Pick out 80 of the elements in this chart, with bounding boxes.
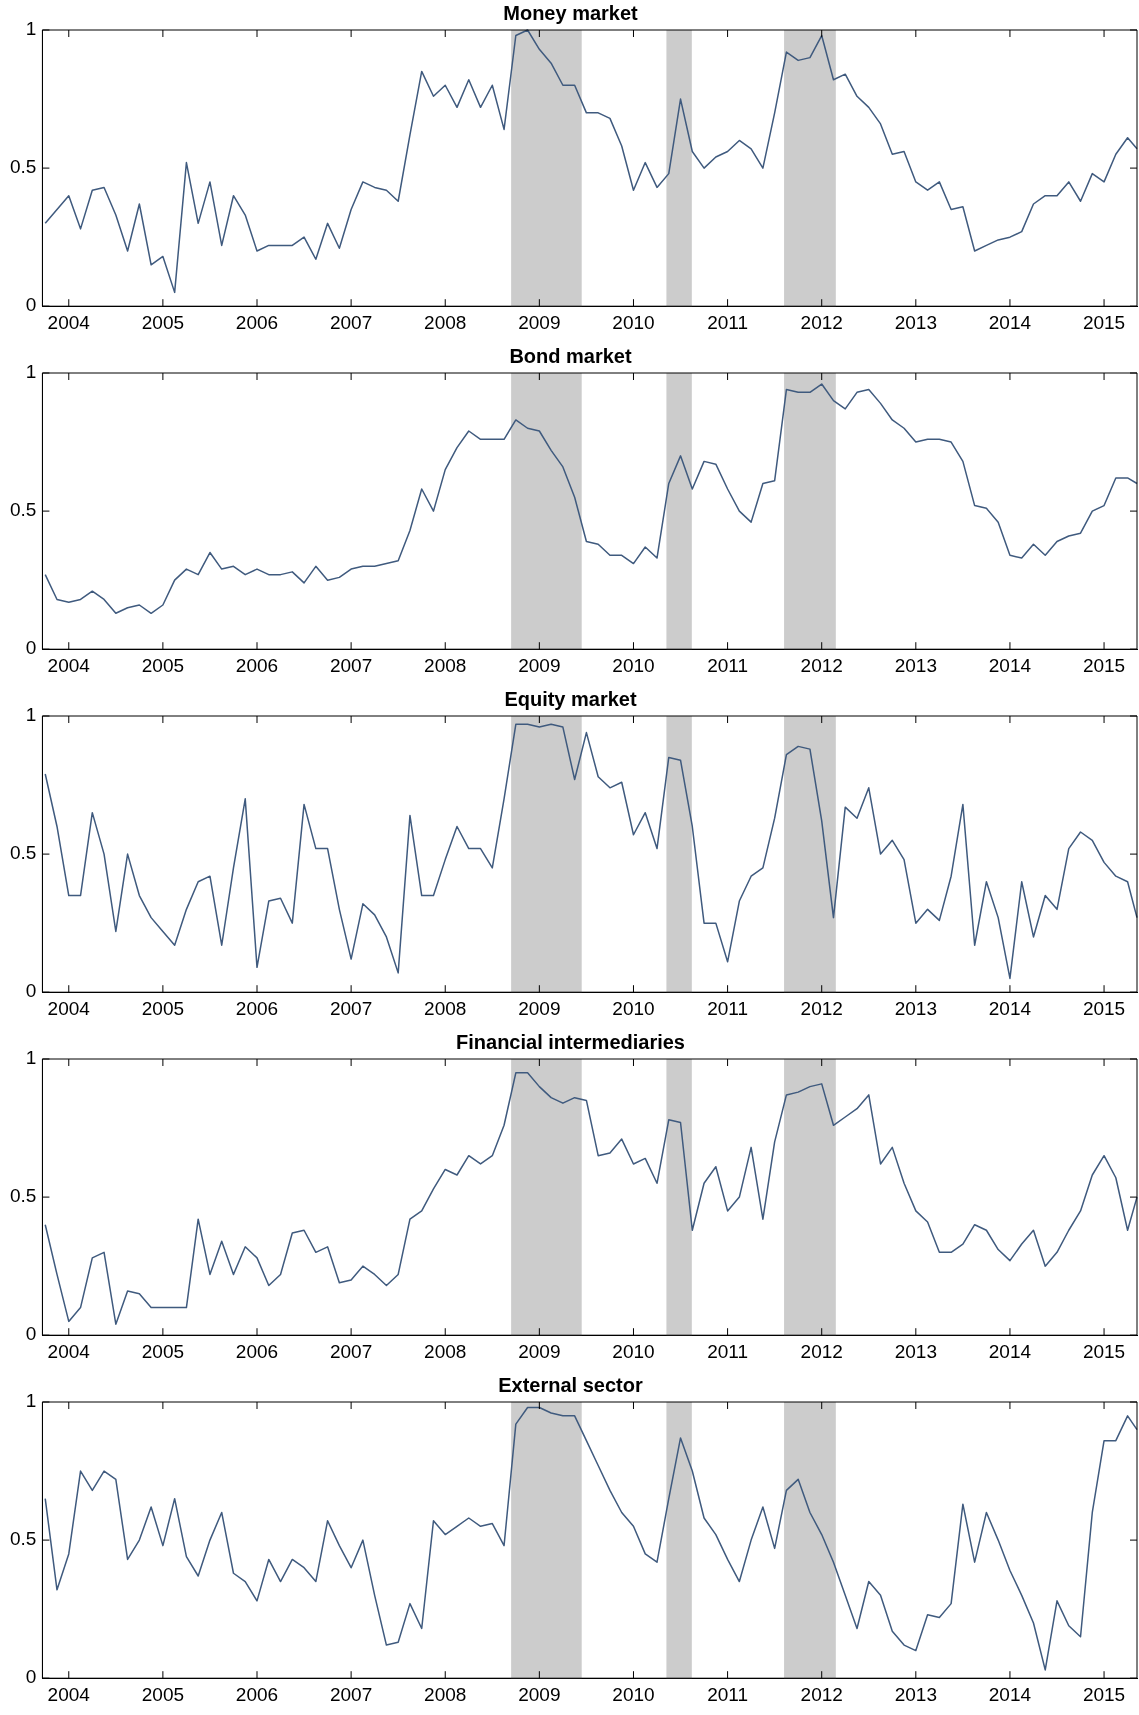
x-tick-label: 2012 (800, 1340, 843, 1362)
x-tick-label: 2006 (235, 997, 279, 1019)
x-tick-label: 2004 (47, 311, 91, 333)
chart-title: Financial intermediaries (456, 1030, 685, 1053)
x-tick-label: 2007 (329, 654, 373, 676)
x-tick-label: 2009 (518, 654, 561, 676)
y-tick-label: 1 (25, 704, 37, 726)
x-tick-label: 2015 (1082, 654, 1126, 676)
x-tick-label: 2007 (329, 311, 373, 333)
x-tick-label: 2014 (988, 654, 1032, 676)
x-tick-label: 2005 (141, 997, 185, 1019)
y-tick-label: 0 (25, 294, 37, 316)
x-tick-label: 2013 (894, 997, 937, 1019)
x-tick-label: 2009 (518, 997, 561, 1019)
x-tick-label: 2013 (894, 1683, 937, 1705)
x-tick-label: 2008 (424, 311, 467, 333)
y-tick-label: 1 (25, 18, 37, 40)
x-tick-label: 2011 (707, 997, 749, 1019)
x-tick-label: 2011 (707, 1340, 749, 1362)
x-tick-label: 2004 (47, 997, 91, 1019)
x-tick-label: 2009 (518, 1340, 561, 1362)
x-tick-label: 2012 (800, 1683, 843, 1705)
x-tick-label: 2014 (988, 1683, 1032, 1705)
x-tick-label: 2006 (235, 1340, 279, 1362)
x-tick-label: 2006 (235, 654, 279, 676)
x-tick-label: 2012 (800, 311, 843, 333)
chart-title: External sector (498, 1373, 643, 1396)
y-tick-label: 0 (25, 1666, 37, 1688)
y-tick-label: 0 (25, 637, 37, 659)
x-tick-label: 2010 (612, 654, 655, 676)
chart-title: Bond market (509, 344, 632, 367)
y-tick-label: 0.5 (9, 842, 37, 864)
x-tick-label: 2008 (424, 1340, 467, 1362)
x-tick-label: 2014 (988, 1340, 1032, 1362)
x-tick-label: 2013 (894, 1340, 937, 1362)
x-tick-label: 2007 (329, 1340, 373, 1362)
x-tick-label: 2007 (329, 997, 373, 1019)
x-tick-label: 2005 (141, 654, 185, 676)
x-tick-label: 2011 (707, 1683, 749, 1705)
y-tick-label: 0.5 (9, 1185, 37, 1207)
y-tick-label: 1 (25, 361, 37, 383)
x-tick-label: 2009 (518, 311, 561, 333)
chart-title: Money market (503, 1, 639, 24)
x-tick-label: 2010 (612, 1683, 655, 1705)
x-tick-label: 2011 (707, 654, 749, 676)
y-tick-label: 1 (25, 1047, 37, 1069)
x-tick-label: 2008 (424, 654, 467, 676)
x-tick-label: 2012 (800, 997, 843, 1019)
chart-title: Equity market (504, 687, 637, 710)
y-tick-label: 0 (25, 1323, 37, 1345)
y-tick-label: 0.5 (9, 156, 37, 178)
x-tick-label: 2006 (235, 1683, 279, 1705)
y-tick-label: 1 (25, 1390, 37, 1412)
x-tick-label: 2014 (988, 311, 1032, 333)
x-tick-label: 2010 (612, 311, 655, 333)
x-tick-label: 2015 (1082, 311, 1126, 333)
x-tick-label: 2006 (235, 311, 279, 333)
x-tick-label: 2005 (141, 1340, 185, 1362)
x-tick-label: 2004 (47, 1683, 91, 1705)
x-tick-label: 2007 (329, 1683, 373, 1705)
x-tick-label: 2015 (1082, 997, 1126, 1019)
x-tick-label: 2011 (707, 311, 749, 333)
x-tick-label: 2010 (612, 997, 655, 1019)
x-tick-label: 2005 (141, 311, 185, 333)
x-tick-label: 2008 (424, 1683, 467, 1705)
x-tick-label: 2015 (1082, 1340, 1126, 1362)
y-tick-label: 0.5 (9, 1528, 37, 1550)
x-tick-label: 2010 (612, 1340, 655, 1362)
x-tick-label: 2015 (1082, 1683, 1126, 1705)
x-tick-label: 2008 (424, 997, 467, 1019)
x-tick-label: 2014 (988, 997, 1032, 1019)
x-tick-label: 2004 (47, 654, 91, 676)
x-tick-label: 2013 (894, 311, 937, 333)
x-tick-label: 2004 (47, 1340, 91, 1362)
x-tick-label: 2009 (518, 1683, 561, 1705)
y-tick-label: 0.5 (9, 499, 37, 521)
x-tick-label: 2013 (894, 654, 937, 676)
x-tick-label: 2005 (141, 1683, 185, 1705)
y-tick-label: 0 (25, 980, 37, 1002)
x-tick-label: 2012 (800, 654, 843, 676)
